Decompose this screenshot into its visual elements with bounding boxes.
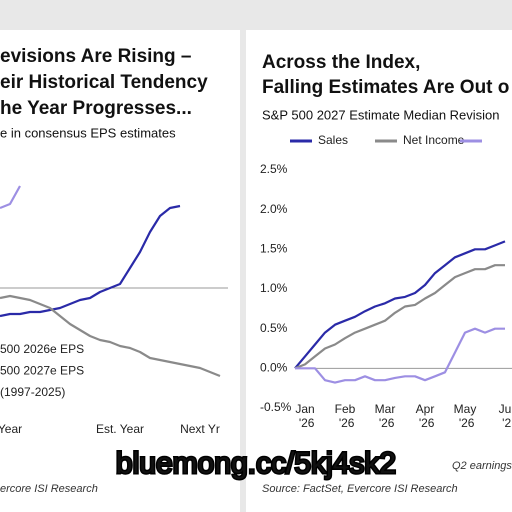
y-tick-label: 0.0% — [260, 361, 288, 375]
y-tick-label: 1.0% — [260, 281, 288, 295]
chart-subtitle: S&P 500 2027 Estimate Median Revision — [262, 107, 500, 122]
footnote: Q2 earnings — [452, 460, 512, 472]
x-tick-label: Jan '26 — [295, 402, 314, 430]
x-tick-label: Year — [0, 422, 22, 436]
x-tick-label: May '26 — [454, 402, 477, 430]
series-line — [0, 294, 221, 378]
y-tick-label: 1.5% — [260, 242, 288, 256]
x-tick-label: Est. Year — [96, 422, 144, 436]
legend-label: 500 2027e EPS — [0, 364, 84, 378]
legend-label: Sales — [318, 133, 348, 147]
series-line — [295, 327, 505, 384]
x-tick-label: Feb '26 — [335, 402, 356, 430]
y-tick-label: 2.5% — [260, 162, 288, 176]
legend-label: (1997-2025) — [0, 385, 65, 399]
x-tick-label: Apr '26 — [416, 402, 435, 430]
left-card — [0, 30, 240, 512]
x-tick-label: Next Yr — [180, 422, 220, 436]
y-tick-label: -0.5% — [260, 400, 292, 414]
chart-subtitle: e in consensus EPS estimates — [0, 125, 176, 140]
x-tick-label: Ju '2 — [499, 402, 512, 430]
chart-title: eir Historical Tendency — [0, 72, 208, 93]
series-line — [294, 240, 506, 370]
source: ercore ISI Research — [0, 483, 98, 495]
chart-title: Across the Index, — [262, 52, 420, 73]
chart-title: Falling Estimates Are Out o — [262, 77, 509, 98]
y-tick-label: 0.5% — [260, 321, 288, 335]
series-line — [0, 204, 181, 318]
y-tick-label: 2.0% — [260, 202, 288, 216]
x-tick-label: Mar '26 — [375, 402, 396, 430]
chart-title: evisions Are Rising – — [0, 46, 191, 67]
legend-label: 500 2026e EPS — [0, 342, 84, 356]
source: Source: FactSet, Evercore ISI Research — [262, 483, 458, 495]
series-line — [294, 264, 505, 370]
series-line — [0, 185, 21, 210]
chart-title: he Year Progresses... — [0, 98, 192, 119]
watermark: bluemong.cc/5kj4sk2 — [116, 447, 396, 480]
legend-label: Net Income — [403, 133, 465, 147]
